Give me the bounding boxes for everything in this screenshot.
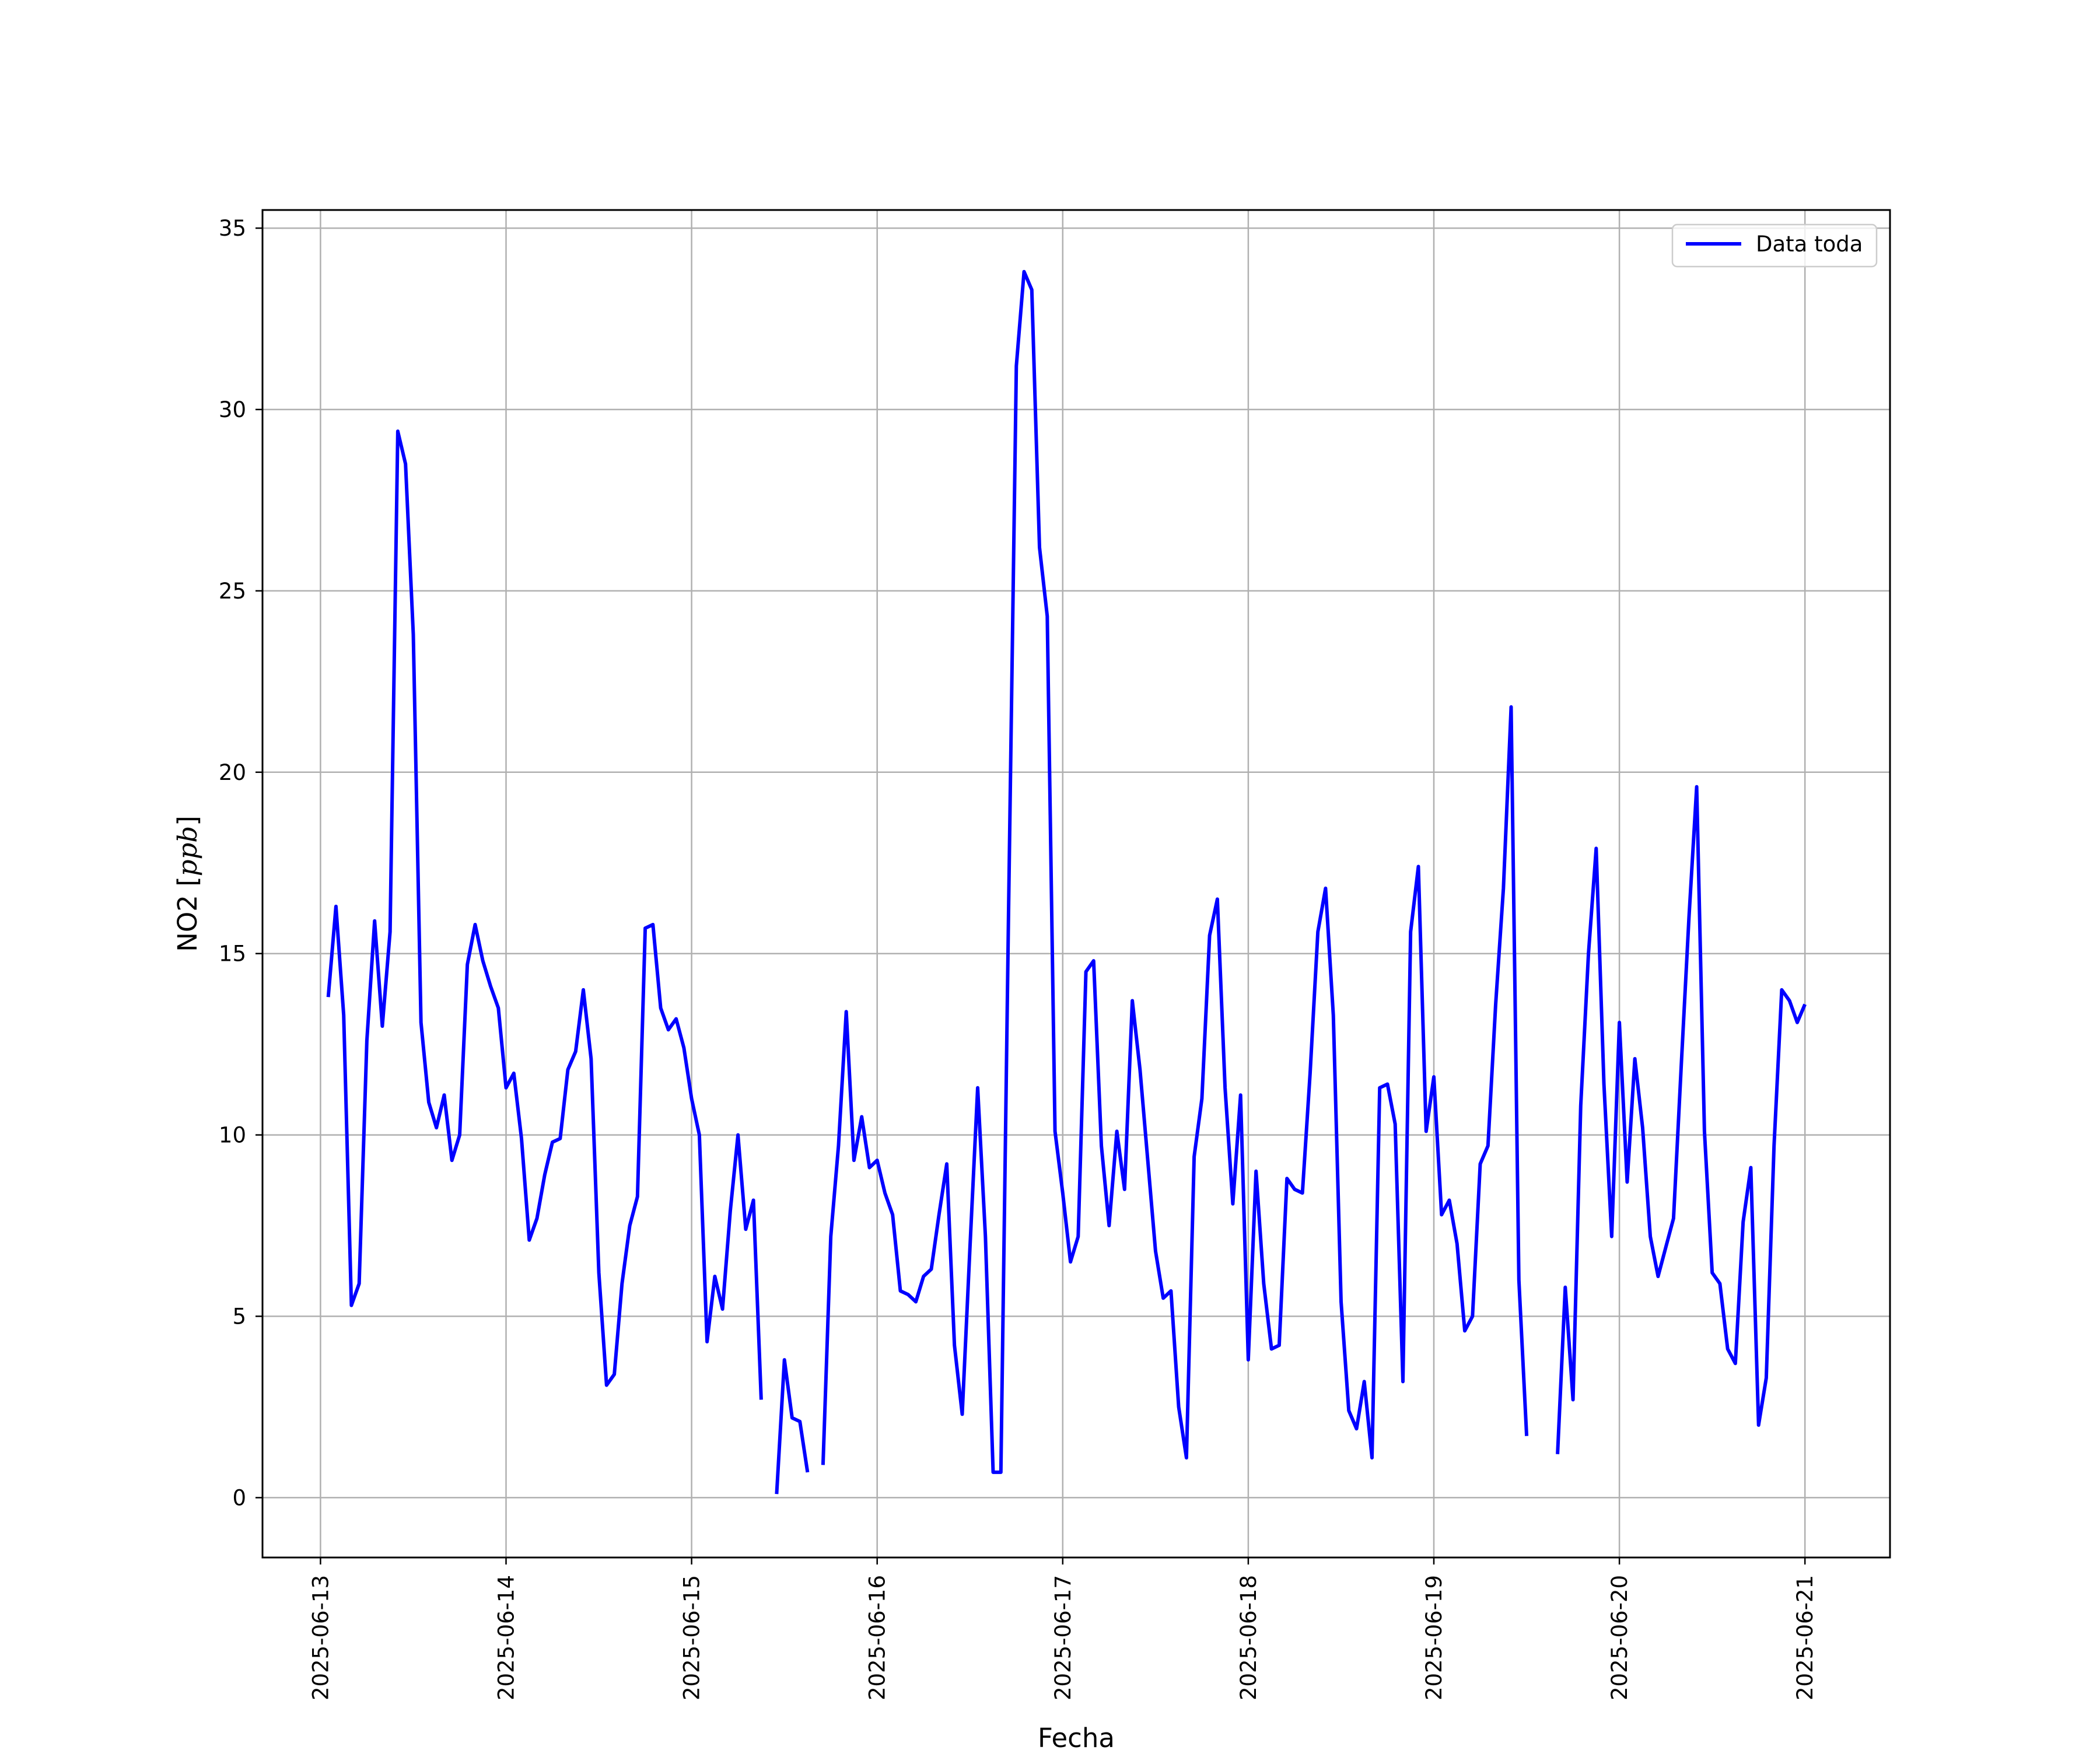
y-axis-label-text: NO2 [	[172, 876, 203, 952]
y-axis-label: NO2 [ppb]	[172, 816, 203, 952]
y-tick-label: 15	[219, 942, 246, 967]
legend-box	[1671, 223, 1878, 268]
x-tick-label: 2025-06-17	[1051, 1575, 1076, 1700]
x-tick-label: 2025-06-18	[1236, 1575, 1261, 1700]
legend-series-label: Data toda	[1756, 232, 1863, 257]
x-tick-label: 2025-06-14	[494, 1575, 519, 1700]
y-tick-label: 30	[219, 397, 246, 422]
y-tick-label: 10	[219, 1123, 246, 1148]
y-tick-label: 25	[219, 579, 246, 604]
series-layer	[326, 270, 1807, 1494]
y-tick-label: 0	[232, 1485, 246, 1510]
x-tick-label: 2025-06-16	[865, 1575, 890, 1700]
grid-lines	[262, 210, 1890, 1558]
x-tick-label: 2025-06-20	[1607, 1575, 1632, 1700]
x-axis-label: Fecha	[1038, 1723, 1115, 1750]
x-tick-label: 2025-06-21	[1793, 1575, 1818, 1700]
y-axis-label-unit: ppb	[172, 826, 203, 876]
plot-frame	[261, 209, 1891, 1559]
x-tick-label: 2025-06-19	[1422, 1575, 1447, 1700]
x-axis-ticks: 2025-06-13 2025-06-14 2025-06-15 2025-06-16…	[308, 1558, 1818, 1700]
y-axis-label-close: ]	[172, 816, 203, 826]
x-tick-label: 2025-06-13	[308, 1575, 333, 1700]
x-tick-label: 2025-06-15	[680, 1575, 705, 1700]
y-tick-label: 35	[219, 216, 246, 241]
series-line	[326, 270, 1807, 1494]
y-axis-ticks: 0 5 10 15 20 25 30 35	[219, 216, 262, 1510]
y-tick-label: 5	[232, 1304, 246, 1329]
y-tick-label: 20	[219, 760, 246, 785]
legend: Data toda	[1671, 223, 1878, 268]
